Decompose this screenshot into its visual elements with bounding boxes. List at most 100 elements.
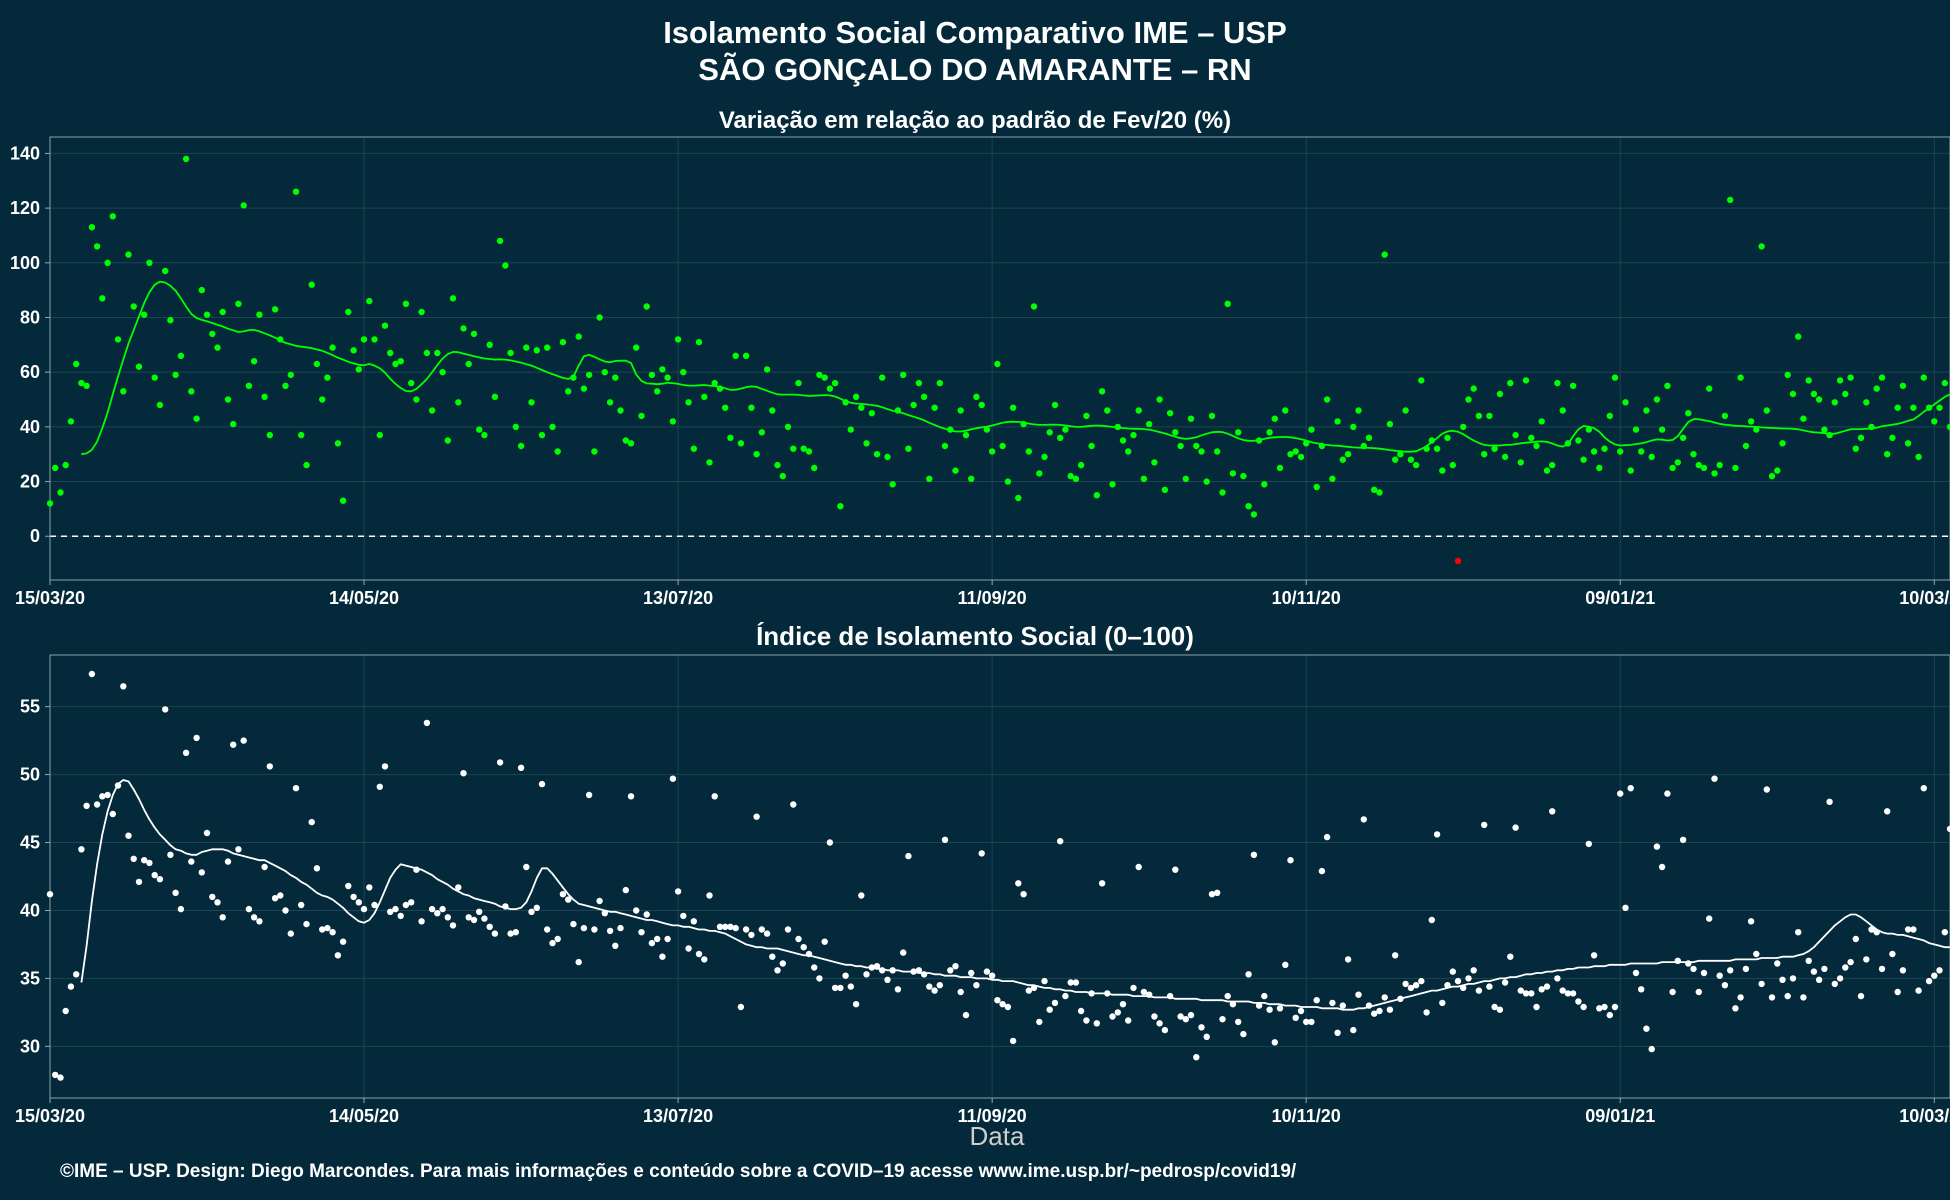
x-tick-label: 10/11/20 bbox=[1272, 588, 1341, 608]
data-point bbox=[617, 407, 624, 414]
data-point bbox=[193, 734, 200, 742]
y-tick-label: 35 bbox=[20, 968, 40, 988]
data-point bbox=[57, 1074, 64, 1081]
data-point bbox=[612, 374, 619, 381]
x-tick-label: 15/03/20 bbox=[15, 588, 85, 608]
data-point bbox=[1015, 494, 1022, 502]
data-point bbox=[1439, 999, 1446, 1007]
data-point bbox=[701, 956, 708, 963]
data-point bbox=[528, 908, 535, 915]
data-point bbox=[1344, 956, 1352, 963]
data-point bbox=[1004, 1003, 1012, 1011]
data-point bbox=[439, 905, 446, 913]
data-point bbox=[1580, 1003, 1587, 1011]
data-point bbox=[219, 914, 226, 921]
data-point bbox=[1622, 904, 1629, 911]
data-point bbox=[1501, 453, 1509, 461]
data-point bbox=[381, 763, 389, 770]
data-point bbox=[277, 892, 284, 899]
data-point bbox=[303, 920, 310, 928]
data-point bbox=[1831, 399, 1839, 406]
data-point bbox=[1266, 1006, 1273, 1013]
data-point bbox=[1915, 453, 1922, 461]
data-point bbox=[648, 939, 656, 947]
data-point bbox=[1308, 1018, 1315, 1026]
data-point bbox=[926, 475, 933, 482]
data-point bbox=[130, 303, 137, 310]
data-point bbox=[763, 366, 771, 373]
data-point bbox=[1795, 333, 1802, 340]
data-point bbox=[1496, 1006, 1504, 1013]
data-point bbox=[83, 382, 90, 389]
data-point bbox=[455, 399, 462, 406]
data-point bbox=[622, 886, 629, 894]
data-point bbox=[722, 404, 729, 411]
data-point bbox=[1507, 953, 1514, 960]
data-point bbox=[334, 440, 342, 447]
data-point bbox=[1878, 374, 1886, 381]
data-point bbox=[1392, 456, 1399, 463]
data-point bbox=[680, 369, 687, 376]
data-point bbox=[182, 155, 190, 163]
data-point bbox=[1638, 986, 1645, 993]
data-point bbox=[596, 897, 603, 905]
data-point bbox=[1203, 478, 1210, 485]
data-point bbox=[627, 793, 635, 800]
data-point bbox=[1894, 988, 1901, 996]
data-point bbox=[1899, 967, 1907, 974]
data-point bbox=[360, 336, 368, 343]
data-point bbox=[858, 404, 865, 411]
data-point bbox=[1899, 382, 1907, 389]
data-point bbox=[376, 431, 383, 439]
data-point bbox=[287, 930, 294, 937]
data-point bbox=[496, 759, 504, 766]
data-point bbox=[1166, 410, 1174, 417]
data-point bbox=[1224, 992, 1231, 1000]
data-point bbox=[1271, 415, 1279, 422]
data-point bbox=[1727, 967, 1734, 974]
data-point bbox=[1245, 503, 1252, 510]
data-point bbox=[418, 308, 425, 316]
data-point bbox=[230, 741, 237, 748]
data-point bbox=[1460, 423, 1467, 431]
data-point bbox=[1784, 992, 1791, 1000]
data-point bbox=[455, 884, 462, 891]
data-point bbox=[214, 344, 221, 351]
data-point bbox=[1721, 412, 1729, 420]
data-point bbox=[1842, 964, 1849, 971]
data-point bbox=[444, 914, 451, 921]
data-point bbox=[1685, 410, 1692, 417]
data-point bbox=[1580, 456, 1587, 463]
data-point bbox=[1643, 1025, 1650, 1032]
data-point bbox=[1439, 467, 1446, 474]
data-point bbox=[1004, 478, 1012, 485]
data-point bbox=[837, 503, 844, 510]
data-point bbox=[1208, 412, 1216, 420]
data-point bbox=[1852, 935, 1860, 943]
data-point bbox=[1533, 442, 1540, 450]
y-tick-label: 100 bbox=[10, 253, 40, 273]
data-point bbox=[67, 983, 75, 990]
data-point bbox=[182, 749, 190, 756]
data-point bbox=[1847, 958, 1854, 966]
data-point bbox=[1569, 382, 1577, 389]
data-point bbox=[1889, 950, 1896, 958]
data-point bbox=[627, 440, 635, 447]
data-point bbox=[1706, 385, 1713, 392]
data-point bbox=[1638, 448, 1645, 455]
data-point bbox=[1109, 481, 1116, 488]
data-point bbox=[476, 426, 483, 433]
x-tick-label: 10/03/21 bbox=[1899, 588, 1950, 608]
data-point bbox=[1067, 979, 1074, 986]
data-point bbox=[1009, 1037, 1017, 1045]
data-point bbox=[1910, 926, 1917, 933]
data-point bbox=[1449, 968, 1457, 975]
data-point bbox=[188, 858, 195, 865]
data-point bbox=[465, 914, 472, 921]
data-point bbox=[109, 213, 117, 220]
data-point bbox=[423, 349, 431, 357]
data-point bbox=[1627, 785, 1634, 792]
data-point bbox=[1182, 1016, 1190, 1023]
y-tick-label: 80 bbox=[20, 307, 40, 327]
data-point bbox=[905, 445, 912, 452]
